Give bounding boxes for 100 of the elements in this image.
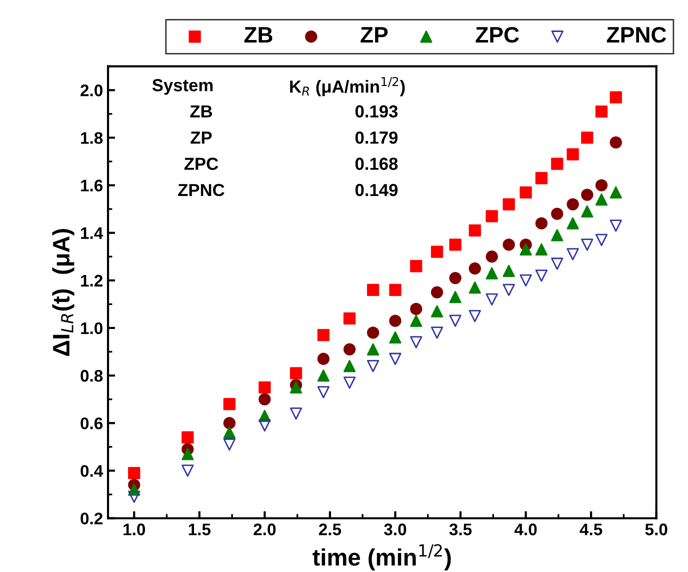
legend-label: ZP <box>360 27 388 42</box>
y-tick-label: 1.2 <box>81 274 102 286</box>
point <box>389 331 402 344</box>
point <box>223 398 236 410</box>
point <box>535 270 548 282</box>
point <box>486 210 498 222</box>
point <box>551 229 564 242</box>
point <box>566 148 579 160</box>
point <box>410 302 422 316</box>
point <box>182 448 194 460</box>
point <box>389 284 402 296</box>
legend-label: ZB <box>244 27 272 42</box>
y-tick-label: 1.0 <box>81 322 102 334</box>
legend-label: ZPC <box>476 26 519 43</box>
point <box>535 172 548 184</box>
point <box>128 490 140 503</box>
point <box>566 248 579 260</box>
point <box>535 217 548 230</box>
point <box>486 267 498 280</box>
point <box>502 238 515 251</box>
x-tick-label: 4.0 <box>514 524 537 536</box>
x-tick-label: 3.5 <box>449 524 472 536</box>
y-tick-label: 0.8 <box>80 370 103 382</box>
point <box>551 258 564 270</box>
point <box>258 393 271 406</box>
point <box>258 381 271 394</box>
point <box>343 360 356 372</box>
annotation: ZB <box>190 105 212 118</box>
point <box>468 262 481 275</box>
point <box>520 243 532 256</box>
annotation: 0.168 <box>355 158 398 170</box>
point <box>535 243 548 256</box>
point <box>581 132 594 144</box>
annotation: 0.193 <box>355 105 398 118</box>
point <box>430 326 444 339</box>
annotation: System <box>152 79 213 95</box>
point <box>290 408 302 420</box>
point <box>520 186 532 198</box>
point <box>449 290 462 304</box>
y-tick-label: 2.0 <box>80 84 102 96</box>
point <box>410 336 422 348</box>
point <box>449 238 462 251</box>
point <box>317 329 330 342</box>
point <box>389 314 402 327</box>
point <box>182 431 194 444</box>
point <box>258 419 271 432</box>
point <box>317 386 330 398</box>
point <box>486 293 498 306</box>
point <box>366 326 380 339</box>
x-tick-label: 5.0 <box>645 524 668 536</box>
y-tick-label: 1.4 <box>81 227 104 239</box>
point <box>223 426 236 439</box>
annotation: 0.179 <box>355 131 398 144</box>
point <box>486 250 498 263</box>
point <box>468 224 481 237</box>
point <box>595 193 608 206</box>
annotation: 0.149 <box>355 184 398 196</box>
y-tick-label: 0.2 <box>80 512 102 524</box>
point <box>468 310 481 322</box>
annotation: ZPNC <box>178 184 224 196</box>
point <box>502 284 515 296</box>
y-axis-title: ΔI$_{LR}$(t) (μA) <box>52 229 74 356</box>
point <box>343 376 356 389</box>
legend-label: ZPNC <box>606 26 666 43</box>
point <box>595 179 608 192</box>
point <box>610 220 622 232</box>
x-tick-label: 1.0 <box>124 524 146 536</box>
point <box>410 314 422 327</box>
point <box>551 158 564 170</box>
annotation: ZPC <box>184 158 218 170</box>
point <box>430 305 444 318</box>
annotation: ZP <box>190 132 212 144</box>
point <box>128 466 140 480</box>
x-tick-label: 3.0 <box>384 524 406 536</box>
point <box>581 188 594 201</box>
point <box>449 314 462 327</box>
point <box>317 352 330 365</box>
point <box>343 312 356 325</box>
point <box>520 274 532 286</box>
point <box>182 464 194 477</box>
point <box>317 369 330 382</box>
point <box>430 246 444 258</box>
annotation: K$_{R}$ (μA/min$^{1/2}$) <box>290 76 405 96</box>
point <box>610 186 622 198</box>
point <box>343 343 356 356</box>
point <box>366 360 380 372</box>
point <box>223 417 236 430</box>
point <box>389 352 402 365</box>
point <box>502 198 515 210</box>
point <box>595 105 608 118</box>
point <box>290 367 302 380</box>
y-tick-label: 0.6 <box>80 418 103 430</box>
point <box>581 238 594 251</box>
x-tick-label: 1.5 <box>188 524 211 536</box>
point <box>566 217 579 230</box>
x-tick-label: 2.0 <box>254 524 276 536</box>
point <box>502 264 515 277</box>
point <box>449 272 462 284</box>
point <box>610 136 622 149</box>
x-tick-label: 2.5 <box>318 524 342 536</box>
